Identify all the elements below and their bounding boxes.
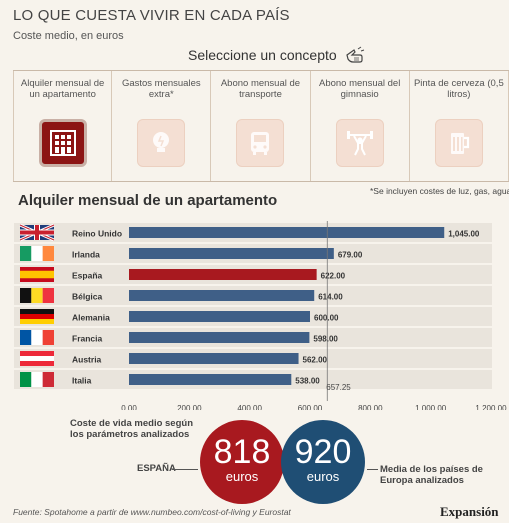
x-tick-label: 0.00 bbox=[121, 404, 137, 410]
weightlifter-icon bbox=[335, 119, 384, 167]
bar-chart: Reino Unido 1,045.00 Irlanda 679.00 España 62… bbox=[14, 221, 507, 410]
belgium-flag-icon bbox=[20, 288, 54, 303]
category-label: Bélgica bbox=[72, 292, 103, 302]
value-label: 614.00 bbox=[318, 293, 343, 302]
reference-line-label: 657.25 bbox=[326, 383, 351, 392]
beer-mug-icon bbox=[434, 119, 483, 167]
uk-flag-icon bbox=[19, 223, 55, 242]
spain-pointer-line bbox=[172, 469, 198, 470]
concept-tabs: Alquiler mensual de un apartamento Gasto… bbox=[13, 70, 509, 182]
tab-beer-pint[interactable]: Pinta de cerveza (0,5 litros) bbox=[410, 71, 509, 181]
bar bbox=[129, 332, 310, 343]
category-label: Reino Unido bbox=[72, 229, 122, 239]
select-concept-heading: Seleccione un concepto bbox=[188, 47, 337, 63]
spain-cost-value: 818 bbox=[213, 433, 271, 471]
bus-icon bbox=[236, 119, 285, 167]
bar bbox=[129, 269, 317, 280]
bar bbox=[129, 353, 299, 364]
category-label: Austria bbox=[72, 355, 102, 365]
x-tick-label: 200.00 bbox=[177, 404, 202, 410]
europe-label: Media de los países de Europa analizados bbox=[380, 464, 483, 486]
value-label: 679.00 bbox=[338, 251, 363, 260]
x-tick-label: 400.00 bbox=[237, 404, 262, 410]
europe-pointer-line bbox=[367, 469, 378, 470]
tab-apartment-rent[interactable]: Alquiler mensual de un apartamento bbox=[13, 71, 113, 181]
europe-cost-value: 920 bbox=[294, 433, 352, 471]
value-label: 538.00 bbox=[295, 377, 320, 386]
value-label: 600.00 bbox=[314, 314, 339, 323]
x-tick-label: 600.00 bbox=[298, 404, 323, 410]
spain-cost-circle: 818 euros bbox=[200, 420, 284, 504]
tab-label: Gastos mensuales extra* bbox=[121, 78, 201, 100]
category-label: Italia bbox=[72, 376, 92, 386]
brand-logo: Expansión bbox=[440, 504, 499, 519]
spain-flag-icon bbox=[20, 267, 54, 282]
page-subtitle: Coste medio, en euros bbox=[13, 30, 124, 42]
austria-flag-icon bbox=[20, 351, 54, 366]
category-label: Alemania bbox=[72, 313, 110, 323]
footnote: *Se incluyen costes de luz, gas, agua, e… bbox=[370, 186, 509, 196]
tab-label: Abono mensual del gimnasio bbox=[318, 78, 401, 100]
summary-label: Coste de vida medio según los parámetros… bbox=[70, 418, 193, 440]
bar bbox=[129, 311, 310, 322]
bar bbox=[129, 248, 334, 259]
category-label: Francia bbox=[72, 334, 103, 344]
europe-cost-unit: euros bbox=[306, 469, 340, 484]
spain-label: ESPAÑA bbox=[137, 463, 176, 474]
value-label: 1,045.00 bbox=[448, 230, 480, 239]
ireland-flag-icon bbox=[20, 246, 54, 261]
x-tick-label: 800.00 bbox=[358, 404, 383, 410]
x-tick-label: 1,000.00 bbox=[415, 404, 447, 410]
tab-label: Abono mensual de transporte bbox=[220, 78, 301, 100]
france-flag-icon bbox=[20, 330, 54, 345]
chart-title: Alquiler mensual de un apartamento bbox=[18, 192, 278, 209]
value-label: 622.00 bbox=[321, 272, 346, 281]
x-tick-label: 1,200.00 bbox=[475, 404, 507, 410]
bar bbox=[129, 290, 315, 301]
spain-cost-unit: euros bbox=[225, 469, 259, 484]
building-icon bbox=[38, 119, 87, 167]
pointing-hand-icon bbox=[346, 46, 365, 63]
category-label: Irlanda bbox=[72, 250, 100, 260]
bar bbox=[129, 374, 292, 385]
tab-label: Alquiler mensual de un apartamento bbox=[20, 78, 105, 100]
value-label: 598.00 bbox=[313, 335, 338, 344]
value-label: 562.00 bbox=[303, 356, 328, 365]
germany-flag-icon bbox=[20, 309, 54, 324]
italy-flag-icon bbox=[20, 372, 54, 387]
bar bbox=[129, 227, 445, 238]
category-label: España bbox=[72, 271, 103, 281]
tab-gym-pass[interactable]: Abono mensual del gimnasio bbox=[311, 71, 410, 181]
source-note: Fuente: Spotahome a partir de www.numbeo… bbox=[13, 507, 291, 517]
tab-label: Pinta de cerveza (0,5 litros) bbox=[413, 78, 504, 100]
tab-transport-pass[interactable]: Abono mensual de transporte bbox=[211, 71, 311, 181]
tab-extra-expenses[interactable]: Gastos mensuales extra* bbox=[112, 71, 212, 181]
europe-cost-circle: 920 euros bbox=[281, 420, 365, 504]
lightbulb-icon bbox=[137, 119, 186, 167]
page-title: LO QUE CUESTA VIVIR EN CADA PAÍS bbox=[13, 7, 290, 24]
